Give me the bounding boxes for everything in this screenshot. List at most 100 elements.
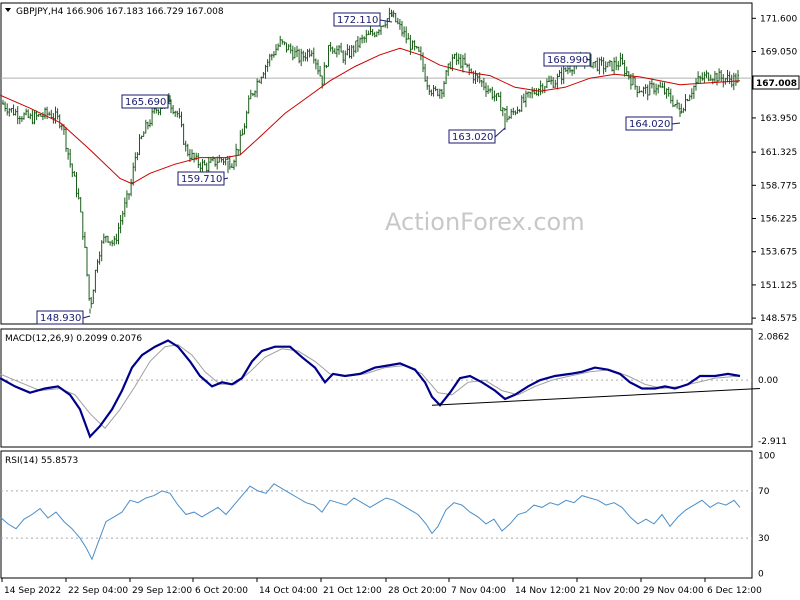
ohlc-bar: [650, 78, 653, 89]
x-tick-label: 29 Nov 04:00: [643, 586, 704, 596]
ohlc-bar: [623, 60, 626, 77]
ohlc-bar: [407, 33, 410, 40]
ohlc-bar: [615, 56, 618, 71]
ohlc-bar: [291, 45, 294, 61]
ohlc-bar: [516, 106, 519, 114]
ohlc-bar: [352, 45, 355, 57]
ohlc-bar: [705, 70, 708, 78]
ohlc-bar: [711, 78, 714, 85]
ohlc-bar: [541, 83, 544, 94]
ohlc-bar: [289, 43, 292, 54]
ohlc-bar: [46, 106, 49, 120]
svg-text:159.710: 159.710: [181, 174, 222, 185]
ohlc-bar: [249, 89, 252, 100]
ohlc-bar: [157, 109, 160, 116]
ohlc-bar: [592, 62, 595, 69]
ohlc-bar: [636, 85, 639, 98]
ohlc-bar: [300, 48, 303, 67]
ohlc-bar: [346, 44, 349, 56]
ohlc-bar: [310, 50, 313, 57]
ohlc-bar: [247, 95, 250, 114]
ohlc-bar: [12, 104, 15, 116]
svg-text:163.020: 163.020: [452, 132, 493, 143]
ohlc-bar: [138, 134, 141, 156]
last-price-badge: [752, 75, 800, 90]
ohlc-bar: [596, 57, 599, 72]
ohlc-bar: [707, 72, 710, 82]
ohlc-bar: [501, 107, 504, 117]
ohlc-bar: [193, 152, 196, 163]
ohlc-bar: [272, 51, 275, 58]
ohlc-bar: [230, 163, 233, 168]
ohlc-bar: [317, 59, 319, 75]
moving-average: [0, 47, 741, 185]
x-axis: 14 Sep 2022 22 Sep 04:00 29 Sep 12:00 6 Oct…: [1, 578, 762, 596]
ohlc-bar: [4, 101, 7, 112]
svg-text:168.990: 168.990: [547, 55, 588, 66]
ohlc-bar: [251, 93, 254, 97]
ohlc-bar: [258, 79, 261, 83]
ohlc-bar: [653, 82, 655, 95]
ohlc-bar: [207, 156, 210, 174]
ohlc-bar: [262, 72, 265, 79]
ohlc-bar: [464, 53, 466, 66]
ohlc-bar: [107, 235, 109, 244]
ohlc-bar: [426, 75, 429, 90]
price-bars: [2, 7, 739, 314]
price-annotation: 172.110: [333, 12, 393, 27]
ohlc-bar: [734, 73, 737, 86]
svg-text:172.110: 172.110: [337, 15, 378, 26]
ohlc-bar: [83, 231, 86, 249]
ohlc-bar: [432, 84, 435, 97]
ohlc-bar: [98, 251, 101, 265]
rsi-layer: 100 70 30 0: [0, 452, 775, 579]
ohlc-bar: [690, 88, 693, 100]
ohlc-bar: [71, 163, 74, 178]
ohlc-bar: [268, 53, 271, 67]
ohlc-bar: [621, 53, 624, 65]
x-tick-label: 6 Dec 12:00: [707, 586, 762, 596]
ohlc-bar: [281, 39, 284, 45]
ohlc-bar: [48, 111, 51, 116]
ohlc-bar: [344, 50, 347, 65]
ohlc-bar: [535, 88, 538, 96]
ohlc-bar: [560, 67, 563, 85]
ohlc-bar: [329, 42, 332, 52]
ohlc-bar: [667, 87, 670, 97]
ohlc-bar: [520, 95, 523, 112]
ohlc-bar: [514, 110, 517, 116]
ohlc-bar: [663, 82, 666, 95]
x-tick-label: 14 Sep 2022: [4, 586, 61, 596]
ohlc-bar: [335, 45, 338, 58]
ohlc-bar: [201, 158, 204, 172]
ohlc-bar: [434, 86, 437, 92]
ohlc-bar: [319, 65, 322, 77]
ohlc-bar: [275, 44, 277, 56]
price-tick-label: 163.950: [760, 114, 797, 124]
ohlc-bar: [31, 109, 34, 125]
price-tick-label: 151.125: [760, 281, 797, 291]
ohlc-bar: [401, 20, 403, 37]
ohlc-bar: [174, 110, 177, 117]
ohlc-bar: [2, 99, 4, 105]
ohlc-bar: [338, 45, 340, 55]
ohlc-bar: [340, 42, 343, 53]
ohlc-bar: [608, 59, 611, 67]
ohlc-bar: [216, 156, 219, 170]
ohlc-bar: [455, 52, 458, 66]
ohlc-bar: [39, 113, 42, 117]
ohlc-bar: [552, 77, 555, 88]
ohlc-bar: [199, 162, 202, 174]
ohlc-bar: [419, 46, 422, 61]
ohlc-bar: [203, 159, 206, 166]
ohlc-bar: [184, 140, 187, 152]
ohlc-bar: [327, 44, 330, 67]
svg-text:148.930: 148.930: [40, 313, 81, 324]
ohlc-bar: [480, 79, 483, 87]
ohlc-bar: [77, 188, 80, 200]
ohlc-bar: [50, 109, 53, 119]
rsi-tick-label: 70: [758, 487, 770, 497]
ohlc-bar: [640, 90, 643, 93]
ohlc-bar: [388, 7, 391, 22]
price-annotations: 172.110 165.690 159.710 148.930 168.990 163.0…: [36, 12, 681, 325]
